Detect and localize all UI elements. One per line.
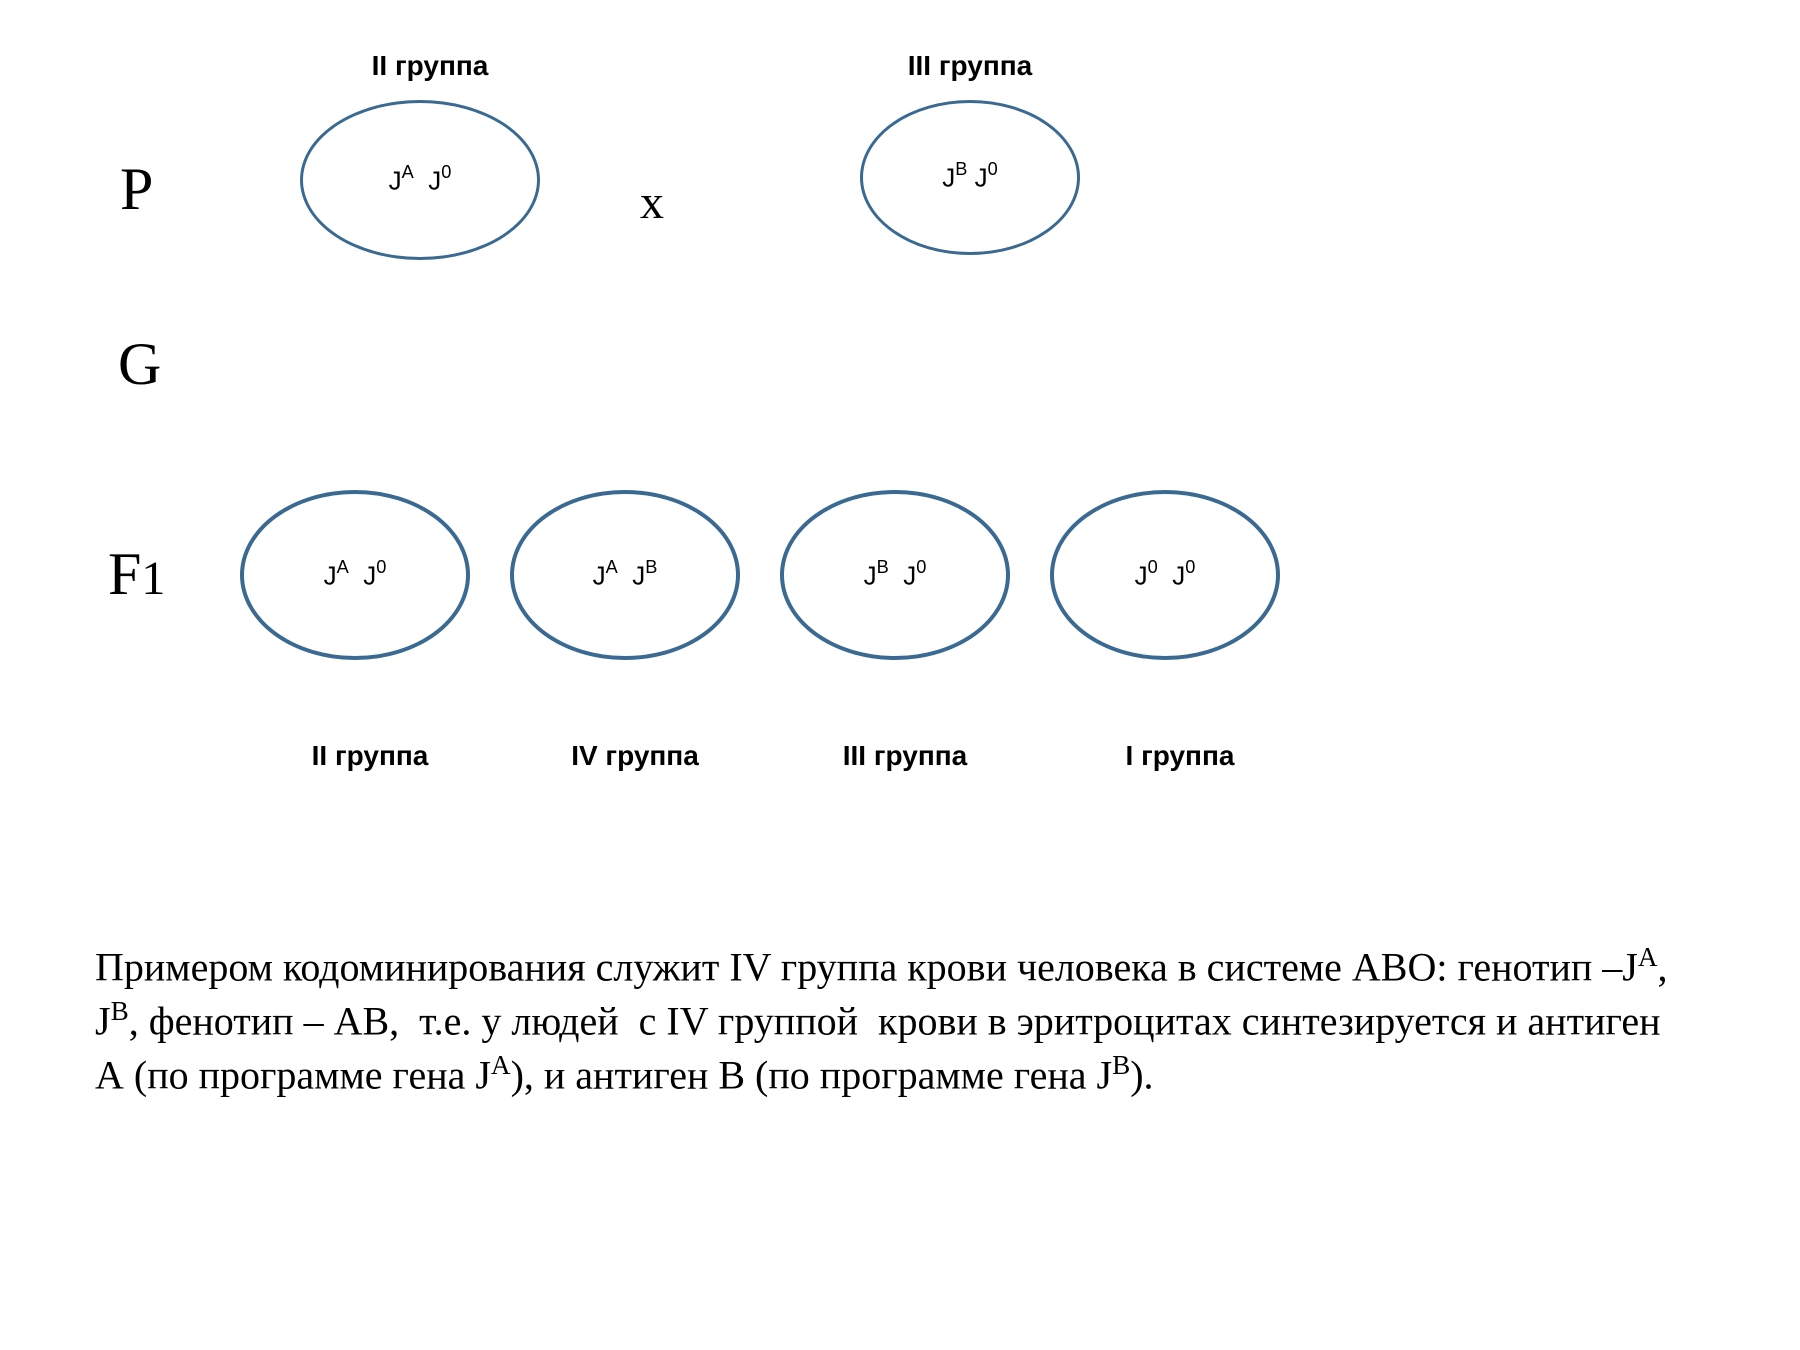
parent2-group-label: III группа bbox=[870, 50, 1070, 82]
offspring1-genotype: JA J0 bbox=[324, 559, 387, 592]
offspring4-genotype: J0 J0 bbox=[1135, 559, 1196, 592]
offspring4-ellipse: J0 J0 bbox=[1050, 490, 1280, 660]
parent2-genotype: JB J0 bbox=[942, 161, 998, 194]
explanation-paragraph: Примером кодоминирования служит IV групп… bbox=[95, 940, 1695, 1102]
cross-symbol: x bbox=[640, 175, 664, 230]
parent2-ellipse: JB J0 bbox=[860, 100, 1080, 255]
parent1-ellipse: JA J0 bbox=[300, 100, 540, 260]
row-label-p: P bbox=[120, 155, 153, 224]
offspring3-group-label: III группа bbox=[815, 740, 995, 772]
offspring3-ellipse: JB J0 bbox=[780, 490, 1010, 660]
offspring4-group-label: I группа bbox=[1090, 740, 1270, 772]
offspring1-group-label: II группа bbox=[280, 740, 460, 772]
row-label-f1: F1 bbox=[108, 540, 165, 609]
offspring1-ellipse: JA J0 bbox=[240, 490, 470, 660]
offspring2-ellipse: JA JB bbox=[510, 490, 740, 660]
offspring2-group-label: IV группа bbox=[545, 740, 725, 772]
parent1-genotype: JA J0 bbox=[389, 164, 452, 197]
offspring2-genotype: JA JB bbox=[593, 559, 658, 592]
offspring3-genotype: JB J0 bbox=[864, 559, 927, 592]
parent1-group-label: II группа bbox=[330, 50, 530, 82]
row-label-g: G bbox=[118, 330, 161, 399]
